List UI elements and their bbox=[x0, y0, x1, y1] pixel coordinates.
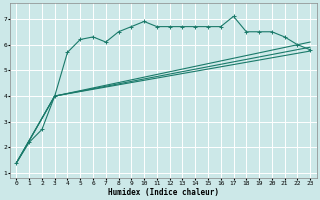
X-axis label: Humidex (Indice chaleur): Humidex (Indice chaleur) bbox=[108, 188, 219, 197]
